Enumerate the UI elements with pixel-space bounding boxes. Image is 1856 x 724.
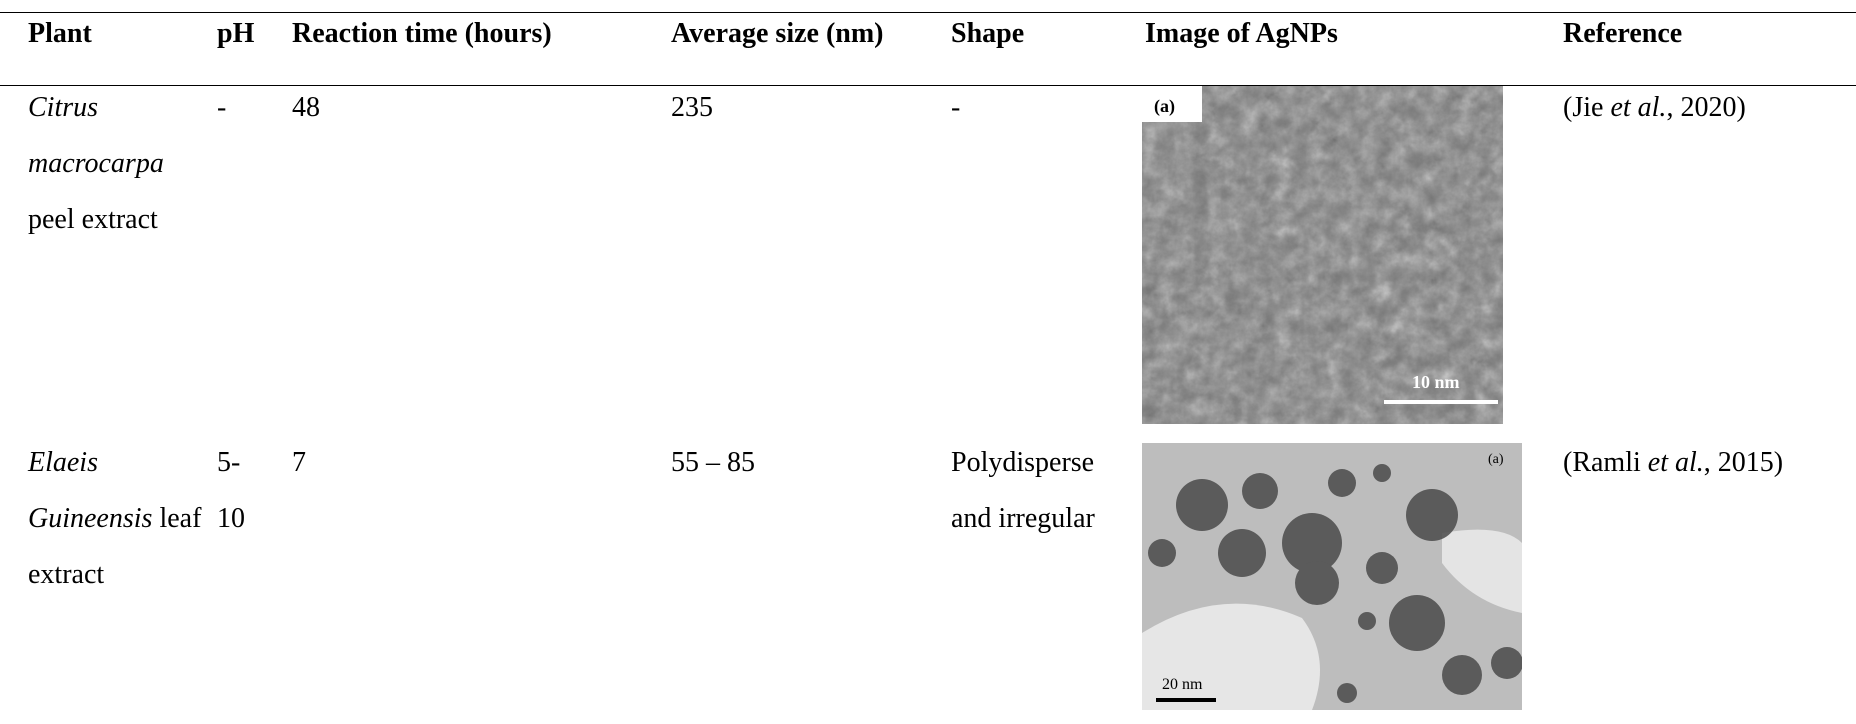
shape-cell: Polydisperse and irregular <box>951 435 1131 547</box>
ph-cell: 5-10 <box>217 435 257 547</box>
panel-label: (a) <box>1154 96 1175 117</box>
header-cell: Reference <box>1563 12 1682 56</box>
header-cell: Reaction time (hours) <box>292 12 552 56</box>
reference-cell: (Ramli et al., 2015) <box>1563 435 1783 491</box>
ref-text: (Ramli <box>1563 447 1648 478</box>
ref-text: , 2020) <box>1666 92 1745 123</box>
header-cell: Shape <box>951 12 1024 56</box>
document: Plant pH Reaction time (hours) Average s… <box>0 0 1856 724</box>
ref-text: (Jie <box>1563 92 1610 123</box>
ph-cell: - <box>217 80 257 136</box>
plant-species: Citrus macrocarpa <box>28 92 164 179</box>
panel-label: (a) <box>1488 452 1504 467</box>
ref-etal: et al. <box>1648 447 1704 478</box>
ref-etal: et al. <box>1610 92 1666 123</box>
time-cell: 7 <box>292 435 306 491</box>
scale-label: 10 nm <box>1412 372 1460 392</box>
tem-image: (a) 20 nm <box>1142 443 1522 710</box>
header-cell: Plant <box>28 12 92 56</box>
header-cell: Average size (nm) <box>671 12 884 56</box>
size-cell: 55 – 85 <box>671 435 755 491</box>
size-cell: 235 <box>671 80 713 136</box>
ref-text: , 2015) <box>1704 447 1783 478</box>
scale-label: 20 nm <box>1162 676 1203 693</box>
plant-part: peel extract <box>28 204 158 235</box>
header-cell: Image of AgNPs <box>1145 12 1338 56</box>
plant-species: Elaeis Guineensis <box>28 447 152 534</box>
reference-cell: (Jie et al., 2020) <box>1563 80 1746 136</box>
header-cell: pH <box>217 12 254 56</box>
plant-cell: Citrus macrocarpa peel extract <box>28 80 203 248</box>
time-cell: 48 <box>292 80 320 136</box>
plant-cell: Elaeis Guineensis leaf extract <box>28 435 203 603</box>
sem-image: (a) 10 nm <box>1142 86 1503 424</box>
shape-cell: - <box>951 80 1131 136</box>
